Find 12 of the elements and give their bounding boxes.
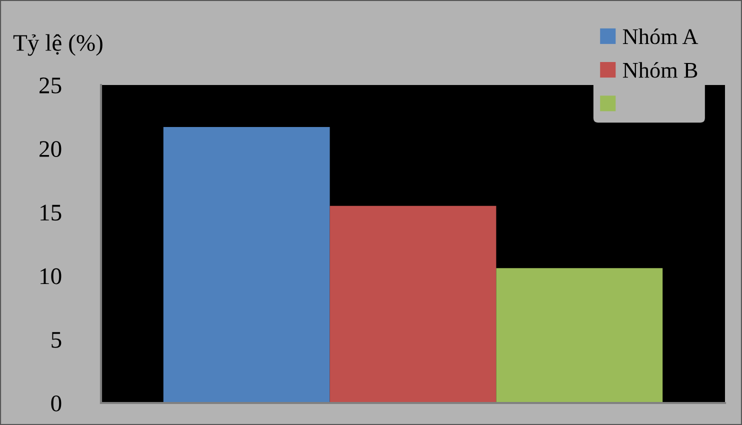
bar (330, 206, 496, 403)
y-axis-title: Tỷ lệ (%) (13, 34, 102, 56)
y-tick-label: 0 (51, 395, 62, 412)
bar (496, 268, 663, 403)
legend-label: Nhóm A (622, 28, 698, 44)
legend-label: Nhóm B (622, 62, 698, 78)
y-tick-label: 5 (52, 332, 62, 348)
y-tick-label: 15 (40, 204, 62, 221)
bar (163, 126, 330, 403)
y-tick-label: 20 (40, 141, 62, 158)
y-tick-label: 25 (40, 78, 62, 94)
y-tick-label: 10 (40, 268, 62, 284)
